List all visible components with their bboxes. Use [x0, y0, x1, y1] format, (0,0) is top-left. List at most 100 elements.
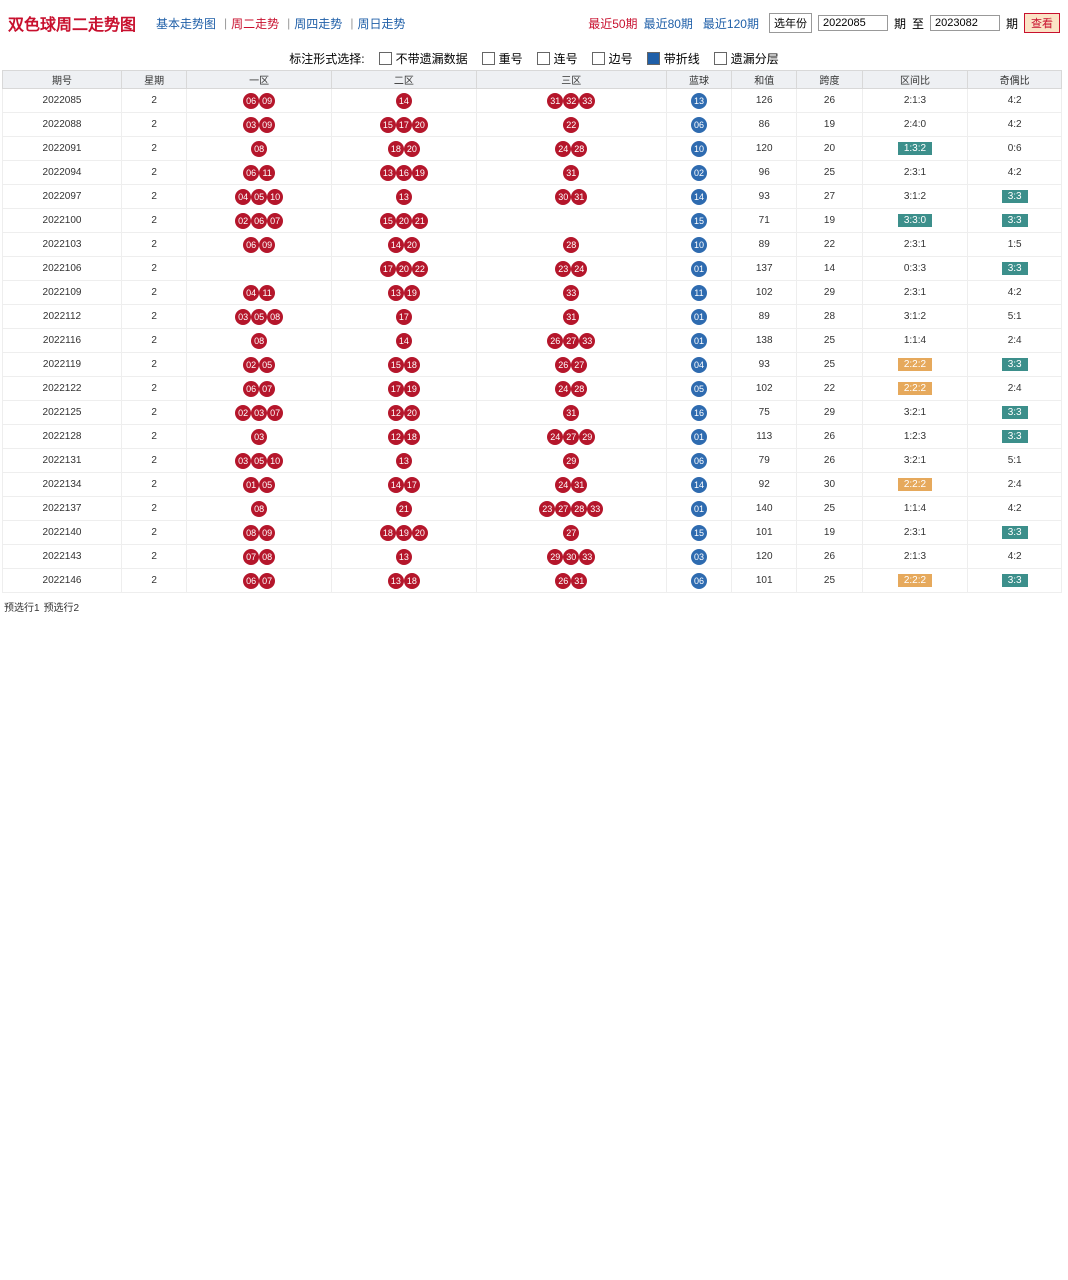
recent-80[interactable]: 最近80期 — [643, 16, 693, 31]
red-ball: 14 — [387, 476, 404, 493]
red-ball: 13 — [395, 188, 412, 205]
blue-ball: 10 — [690, 140, 707, 157]
red-ball: 20 — [411, 524, 428, 541]
red-ball: 09 — [259, 236, 276, 253]
red-ball: 31 — [563, 308, 580, 325]
red-ball: 06 — [251, 212, 268, 229]
red-ball: 03 — [235, 452, 252, 469]
red-ball: 03 — [251, 404, 268, 421]
nav-tue[interactable]: 周二走势 — [231, 16, 280, 31]
red-ball: 13 — [379, 164, 396, 181]
red-ball: 02 — [243, 356, 260, 373]
red-ball: 31 — [563, 404, 580, 421]
year-select[interactable]: 选年份 — [768, 13, 812, 33]
col-zone1: 一区 — [186, 70, 332, 89]
opt-repeat[interactable]: 重号 — [481, 50, 523, 67]
red-ball: 12 — [387, 428, 404, 445]
red-ball: 06 — [243, 92, 260, 109]
table-row: 2022143 2 07 08 13 29 30 33 03 120 26 2:1:3 4:2 — [2, 544, 1062, 569]
col-zone2: 二区 — [330, 70, 477, 89]
red-ball: 27 — [563, 332, 580, 349]
red-ball: 03 — [243, 116, 260, 133]
red-ball: 23 — [555, 260, 572, 277]
red-ball: 06 — [243, 380, 260, 397]
red-ball: 26 — [555, 572, 572, 589]
opt-layer[interactable]: 遗漏分层 — [713, 50, 779, 67]
red-ball: 07 — [259, 380, 276, 397]
red-ball: 28 — [571, 380, 588, 397]
table-row: 2022119 2 02 05 15 18 26 27 04 93 25 2:2:2 3:3 — [2, 352, 1062, 377]
red-ball: 17 — [395, 308, 412, 325]
red-ball: 27 — [571, 356, 588, 373]
zhi-label: 至 — [911, 16, 924, 31]
red-ball: 33 — [587, 500, 604, 517]
col-issue[interactable]: 期号 — [2, 70, 122, 89]
red-ball: 05 — [251, 188, 268, 205]
red-ball: 14 — [387, 236, 404, 253]
table-row: 2022091 2 08 18 20 24 28 10 120 20 1:3:2 0:6 — [2, 136, 1062, 161]
red-ball: 10 — [267, 452, 284, 469]
red-ball: 19 — [411, 164, 428, 181]
blue-ball: 06 — [690, 572, 707, 589]
table-row: 2022103 2 06 09 14 20 28 10 89 22 2:3:1 1:5 — [2, 232, 1062, 257]
from-input[interactable]: 2022085 — [817, 15, 888, 31]
red-ball: 09 — [259, 116, 276, 133]
ratio-tag: 3:3 — [1001, 574, 1028, 587]
ratio-tag: 3:3 — [1001, 406, 1028, 419]
footer-row-2: 预选行2 — [43, 603, 80, 614]
blue-ball: 01 — [690, 308, 707, 325]
red-ball: 18 — [403, 572, 420, 589]
to-input[interactable]: 2023082 — [929, 15, 1000, 31]
red-ball: 08 — [243, 524, 260, 541]
red-ball: 33 — [579, 92, 596, 109]
table-row: 2022109 2 04 11 13 19 33 11 102 29 2:3:1 4:2 — [2, 280, 1062, 305]
red-ball: 24 — [555, 476, 572, 493]
recent-120[interactable]: 最近120期 — [702, 16, 759, 31]
red-ball: 09 — [259, 92, 276, 109]
red-ball: 19 — [403, 380, 420, 397]
red-ball: 20 — [403, 236, 420, 253]
red-ball: 27 — [563, 428, 580, 445]
red-ball: 08 — [251, 500, 268, 517]
nav-basic[interactable]: 基本走势图 — [156, 16, 217, 31]
col-week: 星期 — [120, 70, 188, 89]
view-button[interactable]: 查看 — [1024, 13, 1060, 33]
blue-ball: 01 — [690, 428, 707, 445]
red-ball: 23 — [539, 500, 556, 517]
red-ball: 28 — [571, 500, 588, 517]
opt-edge[interactable]: 边号 — [591, 50, 633, 67]
red-ball: 20 — [403, 404, 420, 421]
red-ball: 22 — [563, 116, 580, 133]
red-ball: 16 — [395, 164, 412, 181]
col-oddeven: 奇偶比 — [967, 70, 1062, 89]
red-ball: 21 — [395, 500, 412, 517]
red-ball: 03 — [251, 428, 268, 445]
blue-ball: 15 — [690, 212, 707, 229]
red-ball: 20 — [395, 260, 412, 277]
red-ball: 08 — [259, 548, 276, 565]
table-row: 2022097 2 04 05 10 13 30 31 14 93 27 3:1:2 3:3 — [2, 184, 1062, 209]
red-ball: 06 — [243, 164, 260, 181]
col-span: 跨度 — [796, 70, 863, 89]
red-ball: 15 — [379, 116, 396, 133]
red-ball: 01 — [243, 476, 260, 493]
opt-no-omit[interactable]: 不带遗漏数据 — [378, 50, 468, 67]
opt-consecutive[interactable]: 连号 — [536, 50, 578, 67]
red-ball: 28 — [571, 140, 588, 157]
table-row: 2022116 2 08 14 26 27 33 01 138 25 1:1:4 2:4 — [2, 328, 1062, 353]
col-blue: 蓝球 — [665, 70, 733, 89]
col-sum: 和值 — [731, 70, 798, 89]
red-ball: 13 — [387, 284, 404, 301]
red-ball: 24 — [547, 428, 564, 445]
nav-thu[interactable]: 周四走势 — [294, 16, 343, 31]
table-row: 2022125 2 02 03 07 12 20 31 16 75 29 3:2:1 3:3 — [2, 400, 1062, 425]
red-ball: 31 — [547, 92, 564, 109]
red-ball: 26 — [547, 332, 564, 349]
table-row: 2022146 2 06 07 13 18 26 31 06 101 25 2:2:2 3:3 — [2, 568, 1062, 593]
red-ball: 20 — [403, 140, 420, 157]
nav-sun[interactable]: 周日走势 — [357, 16, 406, 31]
red-ball: 33 — [563, 284, 580, 301]
opt-polyline[interactable]: 带折线 — [646, 50, 700, 67]
ratio-tag: 2:2:2 — [897, 478, 933, 491]
recent-50[interactable]: 最近50期 — [588, 16, 638, 31]
